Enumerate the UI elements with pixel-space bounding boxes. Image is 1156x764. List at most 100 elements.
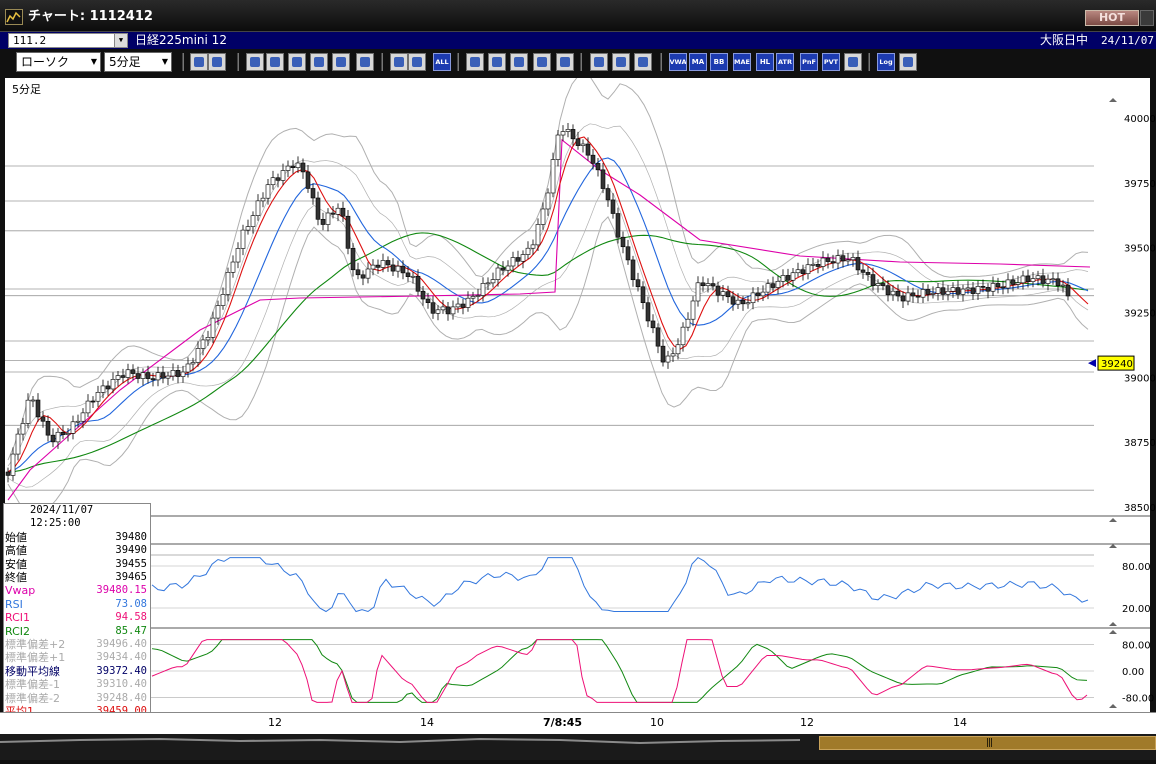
candle [45,420,51,436]
time-axis-label: 7/8:45 [543,716,583,729]
candle [605,188,611,201]
cursor-icon[interactable] [288,53,306,71]
chevron-down-icon: ▼ [90,57,97,66]
hot-button[interactable]: HOT [1085,10,1139,26]
box-icon[interactable] [590,53,608,71]
candle [765,283,771,293]
eraser-icon[interactable] [310,53,328,71]
candle [220,294,226,306]
tooltip-value: 39248.40 [96,691,147,704]
candle [490,279,496,284]
price-tick-label: 39250 [1124,309,1156,320]
candle [885,285,891,296]
stamp-icon[interactable] [466,53,484,71]
candle [1055,278,1061,287]
split-icon[interactable] [408,53,426,71]
plus-minus-icon[interactable] [533,53,551,71]
tooltip-row: 終値 39465 [4,571,150,584]
candle [790,272,796,281]
candle [225,271,231,295]
overview-strip [0,737,801,745]
atr-button[interactable]: ATR [776,53,794,71]
candle [740,299,746,305]
candle [145,372,151,379]
candle [1010,279,1016,285]
title-bar: チャート: 1112412 HOT [0,0,1156,32]
interval-select[interactable]: 5分足 ▼ [104,52,172,72]
trash-icon[interactable] [356,53,374,71]
candle [625,246,631,261]
price-tick-label: 39750 [1124,179,1156,190]
candle [85,400,91,414]
tooltip-value: 39372.40 [96,664,147,677]
toolbar-separator [182,53,184,71]
candle [680,326,686,346]
candle [485,282,491,285]
candle [840,255,846,262]
candle [325,212,331,225]
search-chart-icon[interactable] [488,53,506,71]
chart-area[interactable]: 5分足 40000 39750 39500 39250 39000 38750 38500 39… [0,73,1156,712]
candle [270,177,276,186]
tooltip-label: 移動平均線 [5,664,60,678]
zoom-icon[interactable] [190,53,208,71]
candle [905,292,911,302]
scroll-arrow-icon [1109,98,1117,102]
memo-icon[interactable] [332,53,350,71]
pencil-icon[interactable] [246,53,264,71]
hl-button[interactable]: HL [756,53,774,71]
candle [725,291,731,298]
chart-type-select[interactable]: ローソク ▼ [16,52,101,72]
chart-type-value: ローソク [21,55,70,69]
window-icon[interactable] [844,53,862,71]
wrench-icon[interactable] [612,53,630,71]
candle [150,378,156,381]
candle [115,375,121,380]
bb-button[interactable]: BB [710,53,728,71]
close-button[interactable] [1140,10,1154,26]
export-icon[interactable] [899,53,917,71]
candle [835,255,841,264]
candle [955,287,961,295]
candle [475,295,481,297]
candle [800,269,806,274]
lock-icon[interactable] [556,53,574,71]
candle [655,327,661,347]
fit-icon[interactable] [390,53,408,71]
all-button[interactable]: ALL [433,53,451,71]
time-axis-label: 12 [800,716,814,729]
grid-icon[interactable] [208,53,226,71]
candle [30,399,36,402]
color-icon[interactable] [634,53,652,71]
code-input[interactable]: 111.2 ▼ [8,33,128,48]
tooltip-row: 高値 39490 [4,544,150,557]
pnf-button[interactable]: PnF [800,53,818,71]
rci1-line [151,639,1088,703]
candle [440,306,446,311]
candle [500,267,506,271]
candle [370,264,376,270]
candle [960,288,966,295]
candle [435,309,441,314]
candle [445,306,451,315]
toolbar-separator [237,53,239,71]
candle [410,275,416,278]
candle [405,272,411,277]
scale-icon[interactable] [510,53,528,71]
mae-button[interactable]: MAE [733,53,751,71]
candle [10,453,16,476]
trendline-icon[interactable] [266,53,284,71]
chart-svg[interactable]: 5分足 40000 39750 39500 39250 39000 38750 38500 39… [0,73,1156,712]
candle [310,188,316,199]
vwap-button[interactable]: VWA [669,53,687,71]
candle [1005,279,1011,289]
log-button[interactable]: Log [877,53,895,71]
candle [845,259,851,262]
candle [945,290,951,295]
tooltip-label: 安値 [5,557,27,571]
ma-button[interactable]: MA [689,53,707,71]
rci-tick-label: 80.00 [1122,641,1151,652]
chevron-down-icon[interactable]: ▼ [114,34,127,47]
candle [980,286,986,288]
pvt-button[interactable]: PVT [822,53,840,71]
